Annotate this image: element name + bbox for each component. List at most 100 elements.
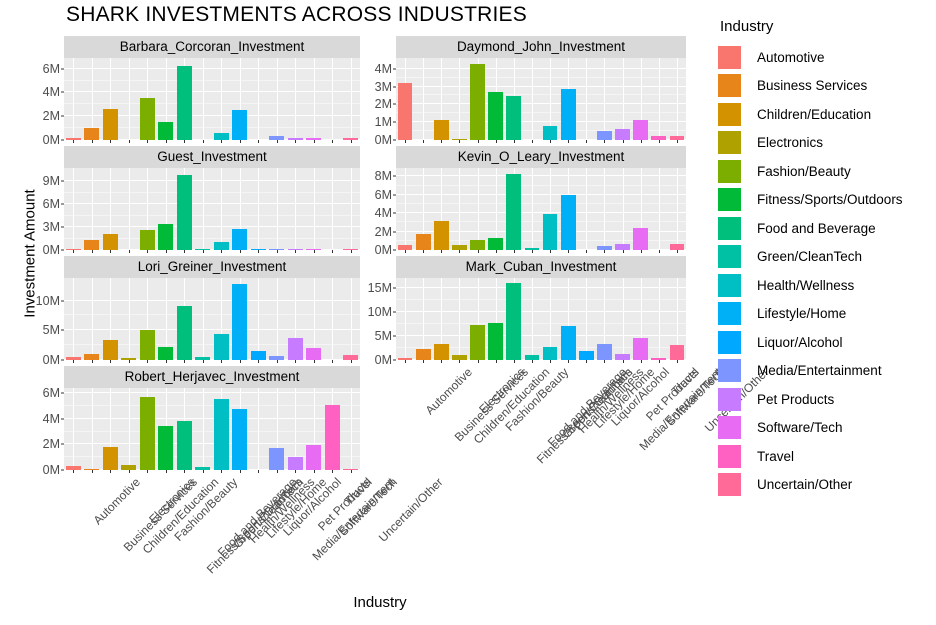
x-tick-mark xyxy=(568,360,570,363)
gridline-horizontal-minor xyxy=(396,239,686,241)
gridline-vertical xyxy=(477,278,479,360)
y-tick-mark xyxy=(393,311,396,313)
gridline-vertical xyxy=(640,58,642,140)
gridline-horizontal xyxy=(396,193,686,195)
gridline-vertical xyxy=(622,168,624,250)
legend-item[interactable]: Pet Products xyxy=(718,385,936,414)
x-tick-mark xyxy=(110,140,112,143)
x-tick-mark xyxy=(477,360,479,363)
gridline-horizontal-minor xyxy=(64,191,360,193)
legend-label: Uncertain/Other xyxy=(757,477,853,493)
x-tick-mark xyxy=(147,140,149,143)
y-tick-mark xyxy=(393,139,396,141)
x-tick-mark xyxy=(622,140,624,143)
x-tick-mark xyxy=(477,250,479,253)
bar xyxy=(343,137,359,140)
gridline-vertical xyxy=(258,388,260,470)
x-tick-mark xyxy=(73,140,75,143)
y-tick-mark xyxy=(393,103,396,105)
bar xyxy=(452,355,467,360)
legend-item[interactable]: Media/Entertainment xyxy=(718,357,936,386)
legend-label: Fashion/Beauty xyxy=(757,163,851,179)
gridline-vertical xyxy=(441,168,443,250)
legend-item[interactable]: Uncertain/Other xyxy=(718,471,936,500)
x-tick-mark xyxy=(110,470,112,473)
bar xyxy=(232,228,248,250)
gridline-vertical xyxy=(640,168,642,250)
gridline-vertical xyxy=(295,388,297,470)
gridline-vertical xyxy=(276,388,278,470)
bar xyxy=(250,350,266,360)
gridline-horizontal-minor xyxy=(64,214,360,216)
legend-item[interactable]: Fashion/Beauty xyxy=(718,157,936,186)
legend-item[interactable]: Electronics xyxy=(718,129,936,158)
bar xyxy=(488,91,504,140)
facet-strip-label: Daymond_John_Investment xyxy=(396,36,686,58)
facet-panel: Guest_Investment 0M 3M 6M 9M xyxy=(43,146,360,257)
x-tick-mark xyxy=(531,250,533,253)
bar xyxy=(506,96,522,140)
bar xyxy=(343,248,359,250)
gridline-horizontal-minor xyxy=(64,237,360,239)
facet-strip-label: Robert_Herjavec_Investment xyxy=(64,366,360,388)
legend-item[interactable]: Business Services xyxy=(718,72,936,101)
bar xyxy=(633,120,649,140)
bar xyxy=(158,425,174,470)
legend-item[interactable]: Liquor/Alcohol xyxy=(718,328,936,357)
legend-item[interactable]: Health/Wellness xyxy=(718,271,936,300)
gridline-vertical xyxy=(350,388,352,470)
legend-item[interactable]: Automotive xyxy=(718,43,936,72)
bar xyxy=(176,421,192,470)
gridline-vertical xyxy=(423,58,425,140)
gridline-horizontal-minor xyxy=(64,103,360,105)
x-tick-mark xyxy=(495,360,497,363)
y-tick-mark xyxy=(393,68,396,70)
x-tick-mark xyxy=(110,360,112,363)
y-tick-label: 3M xyxy=(374,79,392,94)
gridline-horizontal-minor xyxy=(396,346,686,348)
gridline-vertical xyxy=(332,278,334,360)
x-tick-mark xyxy=(531,360,533,363)
y-tick-label: 4M xyxy=(42,411,60,426)
facet-plot-area: 0M 2M 4M 6M 8M xyxy=(375,168,686,257)
legend-item[interactable]: Fitness/Sports/Outdoors xyxy=(718,186,936,215)
panel-background xyxy=(396,278,686,360)
gridline-vertical xyxy=(586,278,588,360)
gridline-vertical xyxy=(91,168,93,250)
legend-swatch-icon xyxy=(718,131,741,155)
x-tick-mark xyxy=(640,250,642,253)
bar xyxy=(470,324,485,360)
x-tick-mark xyxy=(221,140,223,143)
legend-item[interactable]: Green/CleanTech xyxy=(718,243,936,272)
legend-item[interactable]: Travel xyxy=(718,442,936,471)
bar xyxy=(102,446,118,470)
legend-item[interactable]: Food and Beverage xyxy=(718,214,936,243)
bar-series xyxy=(396,278,686,360)
legend-label: Lifestyle/Home xyxy=(757,306,847,322)
facet-strip-label: Kevin_O_Leary_Investment xyxy=(396,146,686,168)
x-tick-mark xyxy=(658,360,660,363)
x-tick-mark xyxy=(313,470,315,473)
legend-item[interactable]: Children/Education xyxy=(718,100,936,129)
legend-item[interactable]: Software/Tech xyxy=(718,414,936,443)
legend-label: Health/Wellness xyxy=(757,277,855,293)
x-tick-mark xyxy=(147,250,149,253)
y-tick-label: 0M xyxy=(374,133,392,147)
x-tick-mark xyxy=(568,250,570,253)
legend-item[interactable]: Lifestyle/Home xyxy=(718,300,936,329)
gridline-horizontal xyxy=(64,417,360,419)
legend-items: Automotive Business Services Children/Educ… xyxy=(718,43,936,499)
x-axis-labels: Automotive Business Services Children/Educ… xyxy=(64,475,446,595)
legend-swatch-icon xyxy=(718,416,741,440)
bar xyxy=(213,133,229,140)
x-tick-mark xyxy=(165,250,167,253)
x-tick-mark xyxy=(258,250,260,253)
gridline-vertical xyxy=(459,58,461,140)
bar xyxy=(195,248,211,250)
bar-series xyxy=(64,168,360,250)
y-tick-label: 9M xyxy=(42,174,60,189)
bar xyxy=(213,398,229,470)
bar xyxy=(269,356,285,360)
gridline-vertical xyxy=(332,168,334,250)
gridline-horizontal xyxy=(396,310,686,312)
